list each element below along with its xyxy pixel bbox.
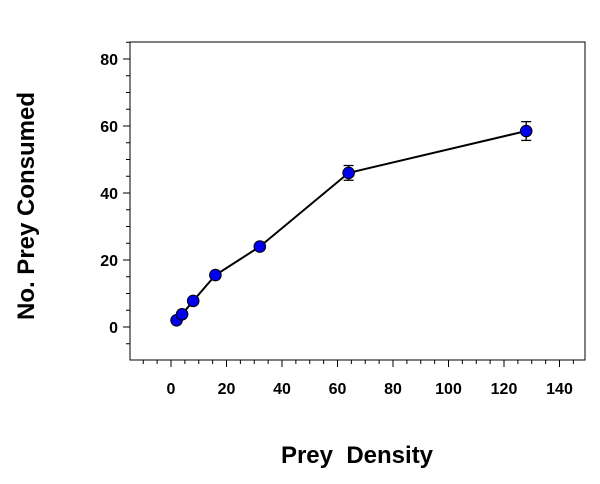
data-point: [209, 268, 222, 282]
data-point: [519, 124, 533, 138]
plot-frame: [129, 41, 586, 361]
x-tick-label: 40: [273, 381, 291, 398]
data-point: [342, 166, 355, 180]
y-axis-title: No. Prey Consumed: [13, 92, 40, 320]
x-tick-label: 140: [546, 381, 573, 398]
y-tick-label: 40: [100, 186, 118, 203]
x-tick-label: 0: [167, 381, 176, 398]
data-point: [175, 307, 189, 321]
y-tick-label: 80: [100, 52, 118, 69]
y-tick-label: 60: [100, 119, 118, 136]
data-point: [186, 294, 200, 308]
y-axis-ticks: 0 20 40 60 80: [100, 41, 130, 345]
x-tick-label: 120: [491, 381, 518, 398]
x-tick-label: 100: [435, 381, 462, 398]
x-tick-label: 80: [384, 381, 402, 398]
x-axis-ticks: 0 20 40 60 80 100 120 140: [142, 360, 574, 398]
data-point: [253, 240, 267, 253]
x-tick-label: 20: [218, 381, 236, 398]
x-axis-title: Prey Density: [281, 442, 434, 469]
y-tick-label: 20: [100, 253, 118, 270]
y-tick-label: 0: [109, 320, 118, 337]
x-tick-label: 60: [329, 381, 347, 398]
data-series: [170, 120, 533, 327]
series-line: [175, 130, 527, 321]
